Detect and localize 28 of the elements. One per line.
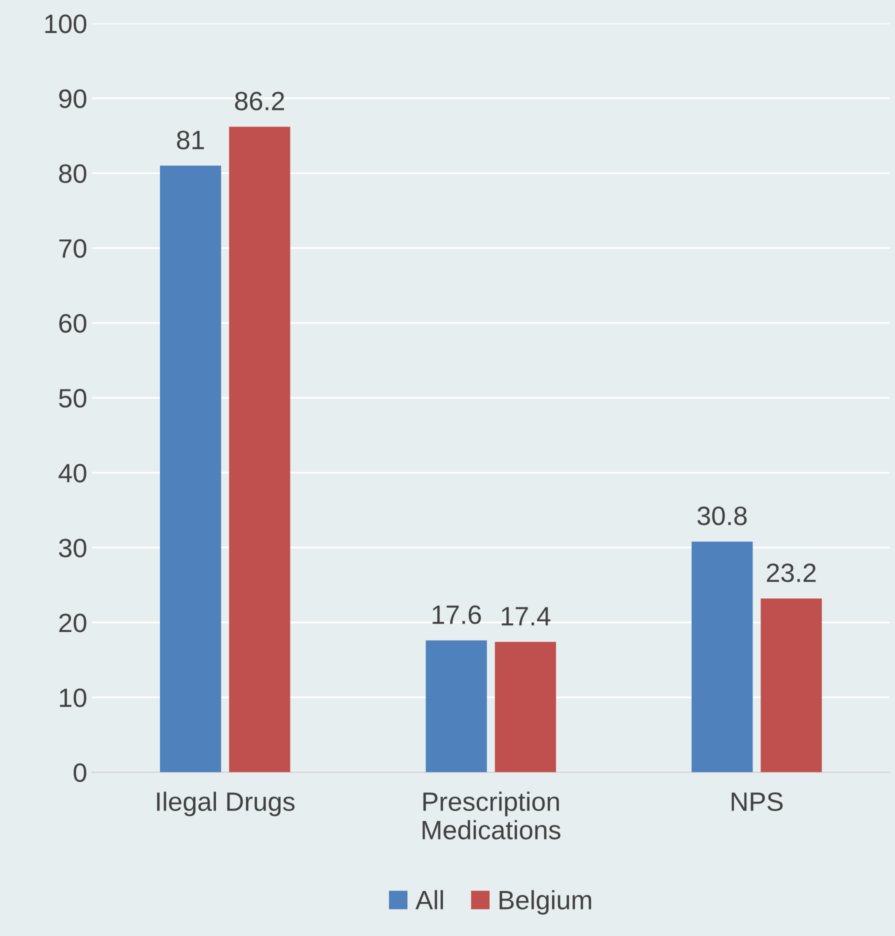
y-tick-label: 50	[59, 388, 86, 408]
legend-label: All	[415, 890, 443, 910]
x-tick-label: Prescription Medications	[422, 792, 560, 840]
bar	[692, 542, 753, 772]
y-tick-label: 40	[58, 464, 86, 482]
data-label: 81	[177, 130, 204, 150]
y-tick-label: 60	[59, 314, 86, 333]
bar	[760, 598, 822, 772]
y-tick-label: 20	[59, 614, 86, 632]
data-label: 86.2	[235, 92, 284, 110]
legend-label: Belgium	[500, 890, 592, 915]
data-label: 17.4	[502, 607, 550, 626]
y-tick-label: 90	[59, 89, 86, 108]
y-tick-label: 80	[59, 164, 86, 183]
y-tick-label: 10	[60, 688, 86, 708]
y-tick-label: 0	[74, 763, 86, 782]
bar	[160, 166, 222, 772]
x-tick-label: Ilegal Drugs	[157, 792, 295, 816]
bar	[426, 640, 487, 772]
bar	[494, 642, 556, 772]
y-tick-label: 100	[45, 14, 86, 34]
data-label: 17.6	[432, 605, 481, 624]
x-tick-label: NPS	[732, 792, 783, 812]
y-tick-label: 70	[59, 239, 86, 258]
bar	[229, 126, 290, 772]
data-label: 30.8	[697, 506, 747, 526]
data-label: 23.2	[766, 563, 816, 582]
y-tick-label: 30	[58, 538, 86, 558]
